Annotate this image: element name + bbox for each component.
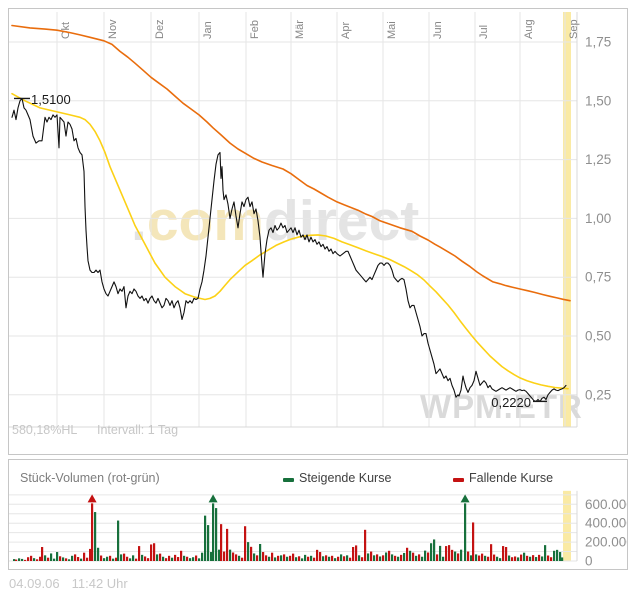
high-low-percent-label: 580,18%HL [12,423,78,437]
svg-text:1,25: 1,25 [585,152,611,167]
last-price-annotation: 0,2220 [491,395,531,410]
svg-text:Dez: Dez [154,19,166,39]
price-chart-panel: .comdirect WPM.ETR Okt Nov Dez Jan Feb Mär Apr… [8,8,628,455]
svg-text:Jun: Jun [432,21,444,39]
svg-text:Mai: Mai [386,21,398,39]
svg-text:0,25: 0,25 [585,387,611,402]
svg-text:1,00: 1,00 [585,211,611,226]
svg-text:Feb: Feb [249,20,261,39]
svg-text:400.000: 400.000 [585,516,627,531]
svg-text:Apr: Apr [340,22,352,39]
volume-title: Stück-Volumen (rot-grün) [20,471,160,485]
svg-text:600.000: 600.000 [585,497,627,512]
svg-text:Nov: Nov [107,19,119,39]
timestamp-footer: 04.09.06 11:42 Uhr [9,576,128,591]
time-label: 11:42 Uhr [71,576,128,591]
svg-text:Jul: Jul [478,25,490,39]
high-price-annotation: 1,5100 [31,92,71,107]
svg-text:Okt: Okt [60,22,72,39]
svg-text:0,50: 0,50 [585,329,611,344]
price-chart-canvas: Okt Nov Dez Jan Feb Mär Apr Mai Jun Jul Aug Sep 1,75… [9,12,611,428]
svg-text:200.000: 200.000 [585,535,627,550]
svg-text:Aug: Aug [523,19,535,39]
legend-down-swatch [453,478,464,482]
svg-text:0: 0 [585,554,593,568]
watermark-dot: . [131,189,147,253]
svg-text:0,75: 0,75 [585,270,611,285]
date-label: 04.09.06 [9,576,60,591]
volume-chart-panel: Stück-Volumen (rot-grün) Steigende Kurse… [8,459,628,570]
volume-chart-canvas: 600.000 400.000 200.000 0 [9,490,627,568]
svg-text:Mär: Mär [294,20,306,39]
svg-text:1,50: 1,50 [585,93,611,108]
watermark-com: com [146,189,265,253]
legend-up-label: Steigende Kurse [299,471,392,485]
svg-text:1,75: 1,75 [585,35,611,50]
svg-text:Sep: Sep [568,19,580,39]
legend-up-swatch [283,478,294,482]
svg-text:Jan: Jan [202,21,214,39]
legend-down-label: Fallende Kurse [469,471,554,485]
symbol-watermark: WPM.ETR [420,388,583,425]
interval-label: Intervall: 1 Tag [97,423,179,437]
